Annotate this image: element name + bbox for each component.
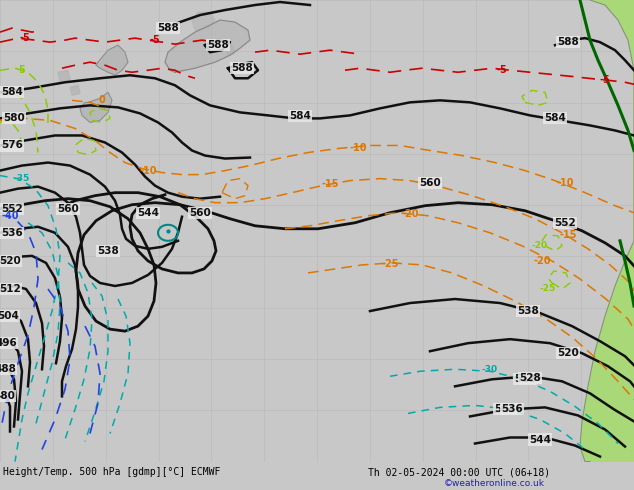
Text: -20: -20 [533,256,551,266]
Text: 496: 496 [0,338,17,348]
Text: -15: -15 [321,179,339,189]
Text: -25: -25 [381,259,399,269]
Text: 584: 584 [289,111,311,122]
Text: 560: 560 [419,178,441,188]
Polygon shape [80,92,112,122]
Text: 536: 536 [1,228,23,238]
Text: -5: -5 [496,65,507,75]
Text: -10: -10 [349,143,366,152]
Text: 552: 552 [1,204,23,214]
Text: 5: 5 [18,65,25,75]
Text: -5: -5 [150,35,160,45]
Text: 588: 588 [557,37,579,47]
Text: 536: 536 [501,404,523,415]
Text: -25: -25 [540,285,556,294]
Polygon shape [226,45,235,55]
Text: -30: -30 [482,365,498,374]
Text: 580: 580 [3,113,25,123]
Text: 576: 576 [1,141,23,150]
Text: 0: 0 [99,96,105,105]
Text: ©weatheronline.co.uk: ©weatheronline.co.uk [444,479,545,488]
Text: 480: 480 [0,392,15,401]
Text: 538: 538 [517,306,539,316]
Text: -20: -20 [401,209,418,219]
Text: -20: -20 [532,242,548,250]
Text: 512: 512 [0,284,21,294]
Text: 538: 538 [97,246,119,256]
Text: -40: -40 [1,211,19,220]
Text: -10: -10 [556,178,574,188]
Polygon shape [70,85,80,96]
Polygon shape [165,20,250,72]
Text: 588: 588 [207,40,229,50]
Text: 528: 528 [519,373,541,383]
Text: 588: 588 [231,63,253,73]
Text: -35: -35 [14,174,30,183]
Text: -15: -15 [559,230,577,240]
Text: -5: -5 [600,75,611,85]
Text: 544: 544 [529,435,551,444]
Text: 520: 520 [0,256,21,266]
Text: Height/Temp. 500 hPa [gdmp][°C] ECMWF: Height/Temp. 500 hPa [gdmp][°C] ECMWF [3,467,221,477]
Text: 560: 560 [57,204,79,214]
Text: 512: 512 [514,374,536,384]
Text: Th 02-05-2024 00:00 UTC (06+18): Th 02-05-2024 00:00 UTC (06+18) [368,467,550,477]
Text: -10: -10 [139,166,157,175]
Text: 504: 504 [0,311,19,321]
Text: 504: 504 [494,404,516,415]
Text: 552: 552 [554,218,576,228]
Text: 488: 488 [0,364,16,374]
Polygon shape [58,70,70,82]
Text: 560: 560 [189,208,211,218]
Polygon shape [96,45,128,75]
Text: 584: 584 [1,87,23,98]
Polygon shape [580,0,634,462]
Text: 544: 544 [137,208,159,218]
Text: 584: 584 [544,113,566,123]
Polygon shape [192,12,215,30]
Text: 520: 520 [557,348,579,358]
Text: -5: -5 [20,33,30,43]
Text: 588: 588 [157,23,179,33]
